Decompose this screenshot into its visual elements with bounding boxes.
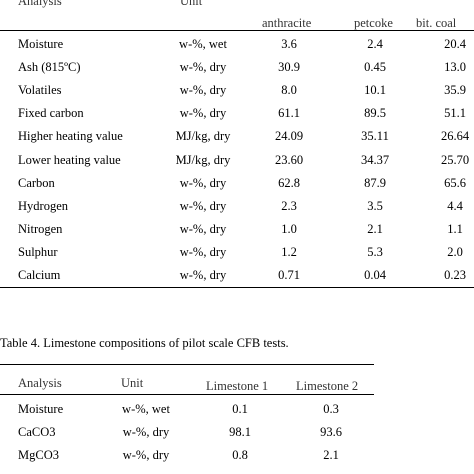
value-petcoke: 35.11: [361, 129, 389, 144]
header-petcoke: petcoke: [354, 16, 393, 30]
value-petcoke: 87.9: [364, 175, 386, 190]
limestone-header-analysis: Analysis: [18, 376, 62, 390]
row-unit: MJ/kg, dry: [175, 129, 231, 144]
row-label: Sulphur: [18, 244, 58, 259]
value-petcoke: 10.1: [364, 83, 386, 98]
row-label: MgCO3: [18, 448, 59, 462]
value-anthracite: 61.1: [278, 106, 300, 121]
value-petcoke: 3.5: [367, 198, 383, 213]
row-unit: w-%, dry: [179, 268, 227, 282]
row-label: Lower heating value: [18, 152, 121, 167]
value-anthracite: 24.09: [274, 129, 304, 144]
row-label: Nitrogen: [18, 221, 63, 236]
value-limestone-2: 2.1: [323, 448, 339, 462]
row-label: Fixed carbon: [18, 106, 84, 121]
value-bit-coal: 13.0: [444, 60, 466, 75]
value-bit-coal: 2.0: [447, 244, 463, 259]
value-bit-coal: 20.4: [444, 37, 466, 51]
value-anthracite: 2.3: [281, 198, 297, 213]
value-petcoke: 0.45: [364, 60, 386, 75]
value-bit-coal: 25.70: [440, 152, 470, 167]
value-bit-coal: 26.64: [440, 129, 470, 144]
value-anthracite: 23.60: [274, 152, 304, 167]
row-unit: w-%, dry: [179, 244, 227, 259]
row-unit: w-%, dry: [122, 448, 170, 462]
value-limestone-2: 0.3: [323, 402, 339, 416]
row-unit: w-%, dry: [179, 60, 227, 75]
value-bit-coal: 4.4: [447, 198, 463, 213]
value-limestone-2: 93.6: [320, 425, 342, 439]
value-limestone-1: 0.8: [232, 448, 248, 462]
value-limestone-1: 98.1: [229, 425, 251, 439]
value-bit-coal: 65.6: [444, 175, 466, 190]
row-label: Calcium: [18, 268, 61, 282]
value-bit-coal: 35.9: [444, 83, 466, 98]
limestone-header-unit: Unit: [121, 376, 144, 390]
limestone-top-rule: [0, 364, 374, 365]
value-petcoke: 34.37: [360, 152, 390, 167]
value-anthracite: 1.0: [281, 221, 297, 236]
limestone-header-rule: [0, 394, 374, 395]
value-petcoke: 0.04: [364, 268, 386, 282]
header-bit-coal: bit. coal: [416, 16, 457, 30]
row-label: Moisture: [18, 402, 64, 416]
value-petcoke: 2.1: [367, 221, 383, 236]
row-label: Moisture: [18, 37, 64, 51]
value-bit-coal: 51.1: [444, 106, 466, 121]
row-unit: w-%, dry: [179, 175, 227, 190]
row-unit: w-%, dry: [179, 221, 227, 236]
value-petcoke: 2.4: [367, 37, 383, 51]
row-unit: MJ/kg, dry: [175, 152, 231, 167]
value-anthracite: 0.71: [278, 268, 300, 282]
header-analysis: Analysis: [18, 0, 62, 8]
header-rule: [0, 30, 474, 31]
value-bit-coal: 1.1: [447, 221, 463, 236]
limestone-header-limestone-2: Limestone 2: [296, 379, 359, 393]
row-unit: w-%, dry: [179, 198, 227, 213]
value-limestone-1: 0.1: [232, 402, 248, 416]
row-label: Hydrogen: [18, 198, 68, 213]
table-caption: Table 4. Limestone compositions of pilot…: [0, 336, 289, 350]
row-label: Carbon: [18, 175, 55, 190]
value-anthracite: 30.9: [278, 60, 300, 75]
row-label: Higher heating value: [18, 129, 123, 144]
row-label: CaCO3: [18, 425, 56, 439]
value-anthracite: 62.8: [278, 175, 300, 190]
bottom-rule: [0, 287, 474, 288]
value-petcoke: 89.5: [364, 106, 386, 121]
value-anthracite: 1.2: [281, 244, 297, 259]
row-unit: w-%, wet: [122, 402, 170, 416]
header-anthracite: anthracite: [262, 16, 312, 30]
limestone-header-limestone-1: Limestone 1: [206, 379, 269, 393]
row-unit: w-%, dry: [179, 106, 227, 121]
row-unit: w-%, dry: [122, 425, 170, 439]
row-label: Volatiles: [18, 83, 62, 98]
row-label: Ash (815ºC): [18, 60, 81, 75]
row-unit: w-%, dry: [179, 83, 227, 98]
value-anthracite: 3.6: [281, 37, 297, 51]
value-anthracite: 8.0: [281, 83, 297, 98]
value-bit-coal: 0.23: [444, 268, 466, 282]
value-petcoke: 5.3: [367, 244, 383, 259]
header-unit: Unit: [180, 0, 203, 8]
row-unit: w-%, wet: [179, 37, 227, 51]
